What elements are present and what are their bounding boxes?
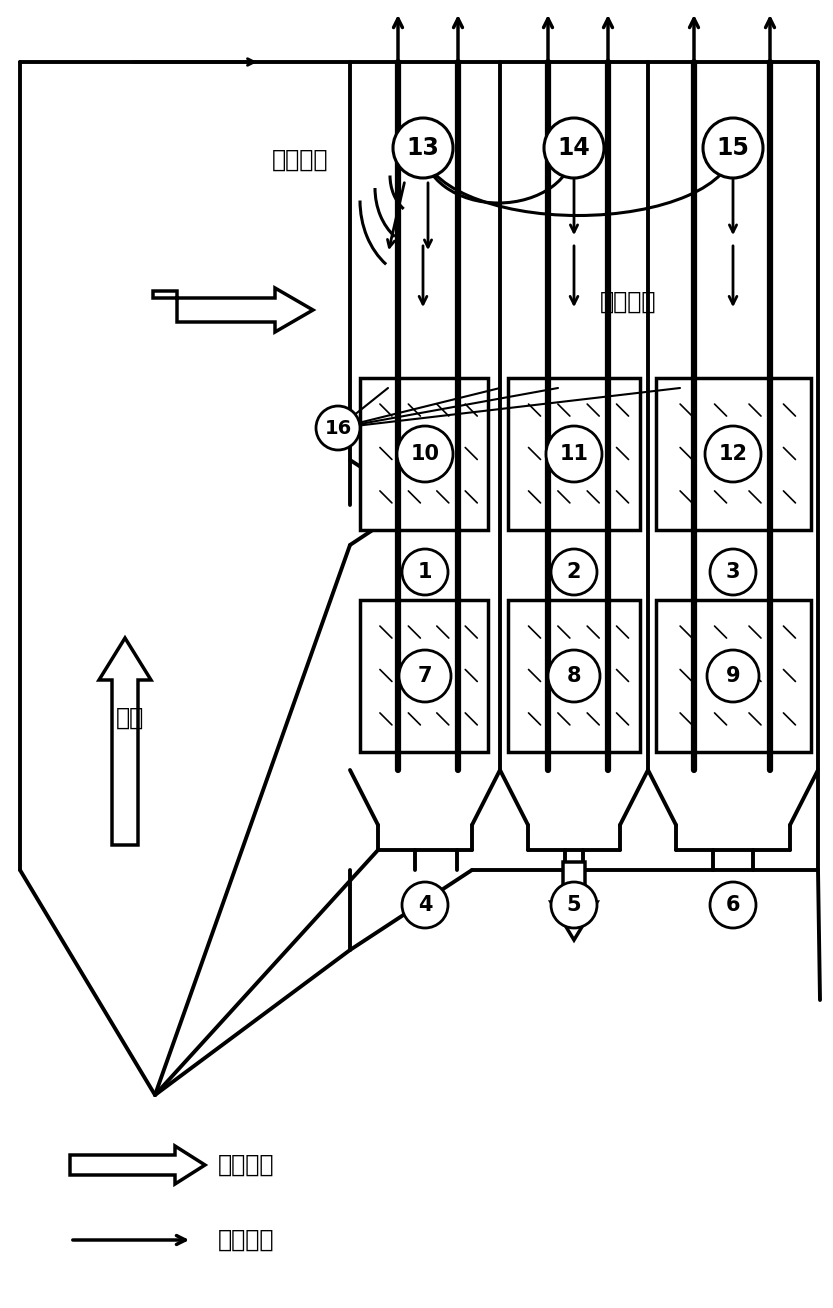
Polygon shape	[153, 288, 313, 332]
Circle shape	[548, 650, 600, 702]
Text: 11: 11	[560, 443, 588, 464]
Circle shape	[393, 118, 453, 178]
Circle shape	[397, 426, 453, 483]
Polygon shape	[70, 1146, 205, 1184]
Bar	[508, 378, 640, 530]
Bar	[360, 600, 488, 752]
Text: 烟气流向: 烟气流向	[218, 1152, 275, 1177]
Circle shape	[551, 549, 597, 595]
Bar	[360, 378, 488, 530]
Circle shape	[544, 118, 604, 178]
Text: 8: 8	[566, 666, 581, 685]
Text: 6: 6	[726, 895, 741, 916]
Circle shape	[546, 426, 602, 483]
Text: 14: 14	[557, 136, 591, 160]
Text: 3: 3	[726, 562, 741, 582]
Bar	[656, 600, 811, 752]
Text: 5: 5	[566, 895, 581, 916]
Text: 12: 12	[719, 443, 747, 464]
Text: 2: 2	[566, 562, 581, 582]
Polygon shape	[551, 862, 597, 940]
Text: 介质流向: 介质流向	[218, 1228, 275, 1252]
Text: 13: 13	[407, 136, 440, 160]
Circle shape	[399, 650, 451, 702]
Circle shape	[402, 882, 448, 927]
Polygon shape	[99, 638, 151, 845]
Text: 9: 9	[726, 666, 741, 685]
Text: 水平烟道: 水平烟道	[272, 148, 328, 171]
Bar	[656, 378, 811, 530]
Bar	[508, 600, 640, 752]
Text: 尾部烟道: 尾部烟道	[600, 290, 656, 314]
Circle shape	[707, 650, 759, 702]
Circle shape	[703, 118, 763, 178]
Text: 4: 4	[418, 895, 432, 916]
Text: 16: 16	[324, 419, 352, 437]
Circle shape	[316, 405, 360, 450]
Circle shape	[705, 426, 761, 483]
Circle shape	[710, 882, 756, 927]
Text: 炉膌: 炉膌	[116, 706, 144, 730]
Text: 10: 10	[411, 443, 440, 464]
Text: 1: 1	[418, 562, 432, 582]
Text: 15: 15	[716, 136, 750, 160]
Circle shape	[551, 882, 597, 927]
Circle shape	[710, 549, 756, 595]
Circle shape	[402, 549, 448, 595]
Text: 7: 7	[418, 666, 432, 685]
